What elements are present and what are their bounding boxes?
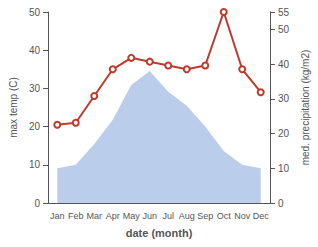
svg-text:50: 50	[29, 7, 41, 18]
svg-text:0: 0	[278, 198, 284, 209]
svg-text:Jul: Jul	[162, 211, 174, 221]
svg-text:Aug: Aug	[179, 211, 195, 221]
svg-text:Nov: Nov	[234, 211, 251, 221]
svg-text:May: May	[123, 211, 141, 221]
svg-text:Feb: Feb	[68, 211, 84, 221]
svg-text:date (month): date (month)	[126, 227, 193, 239]
svg-text:Mar: Mar	[87, 211, 103, 221]
svg-text:0: 0	[34, 198, 40, 209]
svg-text:40: 40	[29, 45, 41, 56]
svg-text:20: 20	[29, 121, 41, 132]
svg-text:10: 10	[29, 159, 41, 170]
svg-text:50: 50	[278, 24, 290, 35]
svg-text:Oct: Oct	[217, 211, 232, 221]
svg-text:30: 30	[29, 83, 41, 94]
svg-text:10: 10	[278, 163, 290, 174]
svg-text:55: 55	[278, 7, 290, 18]
svg-text:40: 40	[278, 59, 290, 70]
svg-text:30: 30	[278, 93, 290, 104]
svg-text:med. precipitation (kg/m2): med. precipitation (kg/m2)	[300, 50, 311, 166]
svg-text:Dec: Dec	[253, 211, 270, 221]
svg-text:Jun: Jun	[142, 211, 157, 221]
svg-text:max temp (C): max temp (C)	[8, 77, 19, 138]
svg-text:20: 20	[278, 128, 290, 139]
svg-text:Jan: Jan	[50, 211, 65, 221]
svg-text:Sep: Sep	[197, 211, 213, 221]
svg-text:Apr: Apr	[106, 211, 120, 221]
